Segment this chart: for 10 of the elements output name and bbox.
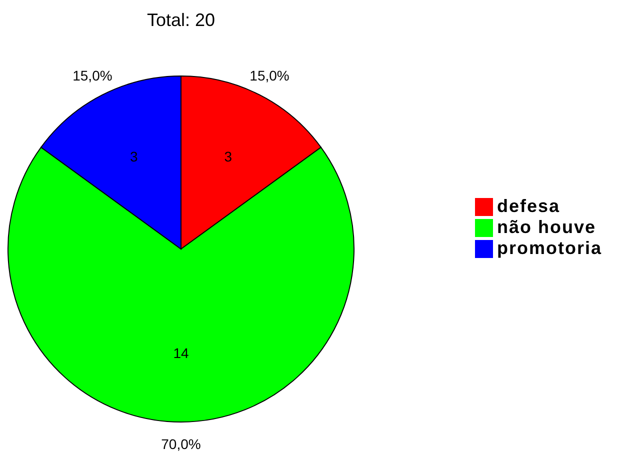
text: 70,0%: [161, 436, 201, 452]
legend-label: defesa: [496, 196, 560, 216]
legend-label: promotoria: [496, 238, 602, 258]
data-label: 3: [224, 148, 232, 165]
chart-title: Total: 20: [146, 10, 216, 30]
data-label: 14: [173, 344, 189, 361]
legend-label: não houve: [496, 216, 596, 236]
data-label: 3: [130, 148, 138, 165]
text: 15,0%: [72, 67, 112, 84]
text: 15,0%: [250, 67, 290, 84]
